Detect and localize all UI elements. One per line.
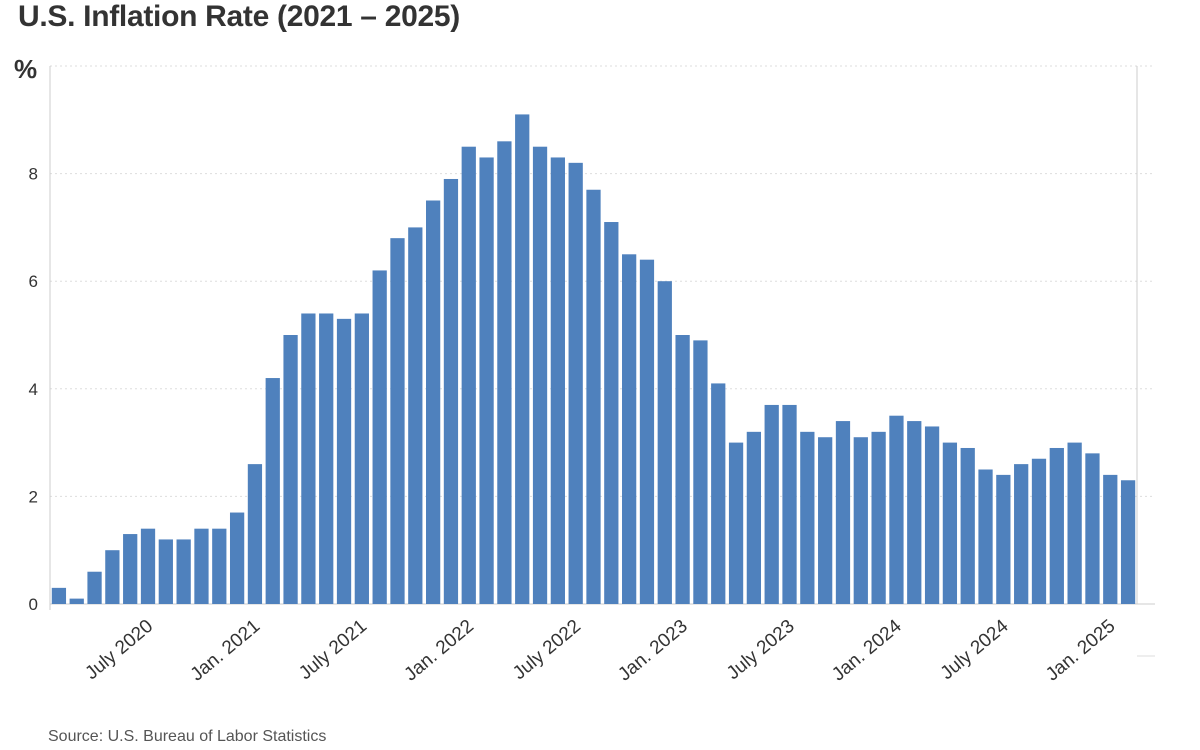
y-tick-label: 2: [29, 487, 38, 506]
bar: Jan 2021: 2.6: [247, 464, 263, 604]
bar: Jun 2021: 5.3: [336, 318, 352, 604]
bar: Jan 2025: 2.4: [1103, 474, 1118, 604]
bar: Feb 2023: 4.9: [693, 340, 708, 604]
bar: Oct 2023: 3.4: [835, 421, 851, 604]
bar: May 2023: 3.2: [746, 431, 762, 604]
bar: Sep 2021: 6.8: [390, 238, 405, 604]
bar: Dec 2022: 6: [657, 281, 672, 604]
bar: Aug 2024: 2.6: [1014, 464, 1029, 604]
bar: Oct 2022: 6.5: [622, 254, 637, 605]
bar: Jun 2024: 2.5: [978, 469, 993, 604]
bar: Oct 2021: 7: [408, 227, 423, 604]
x-tick-label: Jan. 2022: [401, 616, 478, 686]
bar: Feb 2022: 8.3: [479, 157, 494, 604]
bar: Feb 2024: 3.4: [907, 421, 922, 604]
source-note: Source: U.S. Bureau of Labor Statistics: [48, 728, 327, 745]
bar: Jun 2023: 3.7: [764, 404, 779, 604]
bar: Dec 2024: 2.8: [1085, 453, 1100, 604]
bar: Mar 2024: 3.3: [924, 426, 940, 604]
bar: Mar 2023: 4.1: [711, 383, 726, 604]
bar: Dec 2021: 7.9: [443, 178, 459, 605]
bar: Sep 2020: 1.2: [176, 539, 191, 604]
bar: Jan 2022: 8.5: [461, 146, 476, 604]
bar: Mar 2022: 8.6: [497, 141, 512, 604]
bar: Feb 2025: 2.3: [1120, 480, 1136, 604]
bar: Apr 2020: 0.6: [87, 571, 102, 604]
bar: Nov 2021: 7.5: [426, 200, 441, 604]
x-tick-label: July 2022: [509, 616, 585, 684]
bar: Sep 2023: 3.1: [818, 437, 833, 604]
bar: Aug 2021: 6.2: [372, 270, 387, 604]
bar: Feb 2021: 4.2: [265, 378, 280, 604]
bar: Nov 2020: 1.4: [212, 528, 227, 604]
bar: May 2024: 2.9: [960, 447, 975, 604]
bar: Feb 2020: 0.3: [51, 587, 67, 604]
bar: Dec 2023: 3.2: [871, 431, 886, 604]
bar: Sep 2022: 7.1: [604, 222, 619, 604]
y-axis-unit-label: %: [14, 54, 38, 84]
x-tick-label: July 2020: [81, 616, 157, 684]
x-tick-label: Jan. 2024: [828, 615, 906, 685]
bar: Mar 2021: 5: [283, 335, 298, 604]
bar: Dec 2020: 1.7: [229, 512, 245, 604]
y-tick-label: 8: [29, 165, 38, 184]
bar: Sep 2024: 2.7: [1031, 458, 1047, 604]
bar: Apr 2024: 3: [942, 442, 958, 604]
x-tick-label: Jan. 2021: [187, 616, 264, 686]
y-tick-label: 6: [29, 272, 38, 291]
x-tick-label: July 2024: [937, 615, 1013, 684]
bar: Jan 2024: 3.5: [889, 415, 904, 604]
bar: Jul 2021: 5.4: [354, 313, 369, 604]
x-tick-label: July 2021: [295, 616, 371, 684]
bar: Aug 2020: 1.2: [158, 539, 173, 604]
bar: Apr 2022: 9.1: [515, 114, 530, 605]
bar: Nov 2023: 3.1: [853, 437, 868, 604]
x-tick-label: Jan. 2023: [614, 616, 691, 686]
bar: Jun 2020: 1.3: [123, 534, 138, 604]
bar: Aug 2022: 7.7: [586, 189, 601, 605]
bar: Apr 2021: 5.4: [301, 313, 316, 604]
bar: Oct 2024: 2.9: [1049, 447, 1064, 604]
bar: Oct 2020: 1.4: [194, 528, 209, 604]
bar: Jan 2023: 5: [675, 335, 690, 604]
x-tick-label: Jan. 2025: [1042, 616, 1119, 686]
bar: Jul 2023: 3.7: [782, 404, 797, 604]
bar: Jul 2020: 1.4: [140, 528, 156, 604]
bar: May 2022: 8.5: [532, 146, 548, 604]
y-tick-label: 4: [29, 380, 38, 399]
bar: Nov 2022: 6.4: [639, 259, 655, 604]
x-tick-label: July 2023: [723, 616, 799, 684]
chart-title: U.S. Inflation Rate (2021 – 2025): [18, 0, 460, 33]
bar: Jul 2022: 8.2: [568, 162, 583, 604]
bar: Aug 2023: 3.2: [800, 431, 815, 604]
bar: Mar 2020: 0.1: [69, 598, 84, 604]
y-tick-label: 0: [29, 595, 38, 614]
bar-chart: 0 2 4 6 8 Feb 2020: 0.3Mar 2020: 0.1Apr 2020:…: [29, 65, 1155, 686]
bar: May 2021: 5.4: [319, 313, 334, 604]
bar: Jul 2024: 2.4: [996, 474, 1011, 604]
bar: May 2020: 1: [105, 550, 120, 604]
bar: Nov 2024: 3: [1067, 442, 1082, 604]
bar: Apr 2023: 3: [728, 442, 744, 604]
bar: Jun 2022: 8.3: [550, 157, 565, 604]
